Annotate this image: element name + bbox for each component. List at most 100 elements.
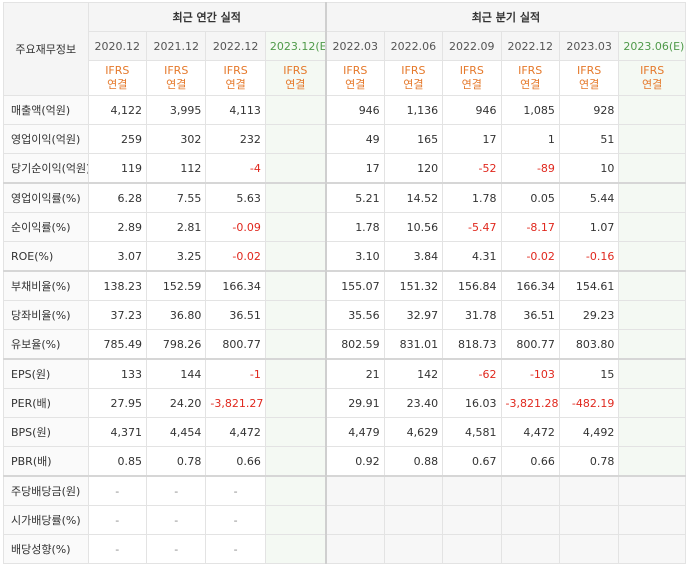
ifrs-label: IFRS <box>518 64 543 77</box>
quarter-value-cell: 4,629 <box>383 417 444 447</box>
quarter-value-cell: 142 <box>383 358 444 389</box>
quarter-value-cell: 4,492 <box>558 417 620 447</box>
row-label: PER(배) <box>3 388 89 418</box>
quarter-period-header: 2022.12 <box>500 31 560 61</box>
annual-value-cell <box>264 182 327 213</box>
ifrs-basis-cell: IFRS 연결 <box>500 60 560 96</box>
ifrs-basis-cell: IFRS 연결 <box>324 60 385 96</box>
consolidated-label: 연결 <box>578 78 600 91</box>
table-row: 부채비율(%) 138.23 152.59 166.34 155.07 151.32 156… <box>3 270 686 301</box>
quarter-value-cell: 946 <box>442 95 502 125</box>
quarter-value-cell <box>442 534 502 564</box>
ifrs-label: IFRS <box>577 64 602 77</box>
annual-value-cell <box>264 212 327 242</box>
annual-value-cell: 232 <box>205 124 266 154</box>
quarter-value-cell: 35.56 <box>324 300 385 330</box>
annual-value-cell: 2.89 <box>87 212 148 242</box>
quarter-value-cell: 10.56 <box>383 212 444 242</box>
quarter-value-cell: 4,479 <box>324 417 385 447</box>
quarter-value-cell: 31.78 <box>442 300 502 330</box>
quarter-value-cell <box>383 505 444 535</box>
quarter-value-cell: -52 <box>442 153 502 184</box>
annual-value-cell: 0.85 <box>87 446 148 477</box>
annual-value-cell: -0.09 <box>205 212 266 242</box>
table-row: 유보율(%) 785.49 798.26 800.77 802.59 831.01 818.… <box>3 329 686 360</box>
quarter-value-cell: 1.78 <box>324 212 385 242</box>
annual-value-cell: 6.28 <box>87 182 148 213</box>
annual-value-cell: 24.20 <box>145 388 207 418</box>
annual-value-cell: 0.78 <box>145 446 207 477</box>
quarter-value-cell: 0.78 <box>558 446 620 477</box>
quarter-value-cell: 32.97 <box>383 300 444 330</box>
row-label: ROE(%) <box>3 241 89 272</box>
quarter-value-cell <box>558 475 620 506</box>
quarter-value-cell: 120 <box>383 153 444 184</box>
table-row: 당좌비율(%) 37.23 36.80 36.51 35.56 32.97 31.78 36.… <box>3 300 686 330</box>
annual-value-cell: 4,454 <box>145 417 207 447</box>
annual-value-cell: 138.23 <box>87 270 148 301</box>
annual-value-cell <box>264 153 327 184</box>
consolidated-label: 연결 <box>166 78 187 91</box>
quarter-value-cell <box>618 241 686 272</box>
quarter-value-cell: 15 <box>558 358 620 389</box>
ifrs-label: IFRS <box>640 64 665 77</box>
annual-value-cell: 4,122 <box>87 95 148 125</box>
row-label: 당좌비율(%) <box>3 300 89 330</box>
ifrs-label: IFRS <box>283 64 308 77</box>
ifrs-label: IFRS <box>223 64 248 77</box>
quarter-value-cell: -89 <box>500 153 560 184</box>
annual-period-header: 2022.12 <box>205 31 266 61</box>
annual-value-cell: 0.66 <box>205 446 266 477</box>
annual-value-cell: - <box>87 534 148 564</box>
annual-value-cell: 133 <box>87 358 148 389</box>
consolidated-label: 연결 <box>403 78 424 91</box>
quarter-value-cell <box>618 505 686 535</box>
annual-period-header: 2021.12 <box>145 31 207 61</box>
quarter-value-cell <box>618 270 686 301</box>
quarter-value-cell: 155.07 <box>324 270 385 301</box>
row-label: 영업이익률(%) <box>3 182 89 213</box>
table-row: 시가배당률(%) - - - <box>3 505 686 535</box>
ifrs-basis-cell: IFRS 연결 <box>264 60 327 96</box>
annual-value-cell: 798.26 <box>145 329 207 360</box>
annual-value-cell: 785.49 <box>87 329 148 360</box>
annual-value-cell: 4,371 <box>87 417 148 447</box>
ifrs-label: IFRS <box>459 64 484 77</box>
quarter-value-cell: 151.32 <box>383 270 444 301</box>
quarter-value-cell: 16.03 <box>442 388 502 418</box>
annual-value-cell: 144 <box>145 358 207 389</box>
consolidated-label: 연결 <box>520 78 541 91</box>
quarter-value-cell <box>618 182 686 213</box>
quarter-value-cell: 800.77 <box>500 329 560 360</box>
table-row: 배당성향(%) - - - <box>3 534 686 564</box>
row-label: 매출액(억원) <box>3 95 89 125</box>
table-row: 당기순이익(억원) 119 112 -4 17 120 -52 -89 10 <box>3 153 686 184</box>
quarter-period-header: 2022.09 <box>442 31 502 61</box>
annual-value-cell: 4,472 <box>205 417 266 447</box>
quarter-value-cell <box>324 475 385 506</box>
annual-value-cell: 36.80 <box>145 300 207 330</box>
consolidated-label: 연결 <box>225 78 246 91</box>
row-label: 부채비율(%) <box>3 270 89 301</box>
consolidated-label: 연결 <box>345 78 366 91</box>
annual-value-cell: - <box>145 534 207 564</box>
quarter-value-cell: -0.16 <box>558 241 620 272</box>
annual-period-header: 2023.12(E) <box>264 31 327 61</box>
consolidated-label: 연결 <box>285 78 306 91</box>
row-label: 당기순이익(억원) <box>3 153 89 184</box>
quarter-value-cell: 0.66 <box>500 446 560 477</box>
ifrs-label: IFRS <box>164 64 189 77</box>
annual-value-cell: 7.55 <box>145 182 207 213</box>
quarter-value-cell <box>618 300 686 330</box>
quarter-value-cell <box>618 212 686 242</box>
annual-value-cell: - <box>145 475 207 506</box>
quarter-value-cell: 17 <box>442 124 502 154</box>
row-label: 주당배당금(원) <box>3 475 89 506</box>
annual-value-cell: - <box>205 505 266 535</box>
quarter-value-cell: 21 <box>324 358 385 389</box>
quarter-value-cell: 5.21 <box>324 182 385 213</box>
annual-value-cell: 37.23 <box>87 300 148 330</box>
quarter-value-cell: 4,581 <box>442 417 502 447</box>
row-label: PBR(배) <box>3 446 89 477</box>
quarter-value-cell: 166.34 <box>500 270 560 301</box>
